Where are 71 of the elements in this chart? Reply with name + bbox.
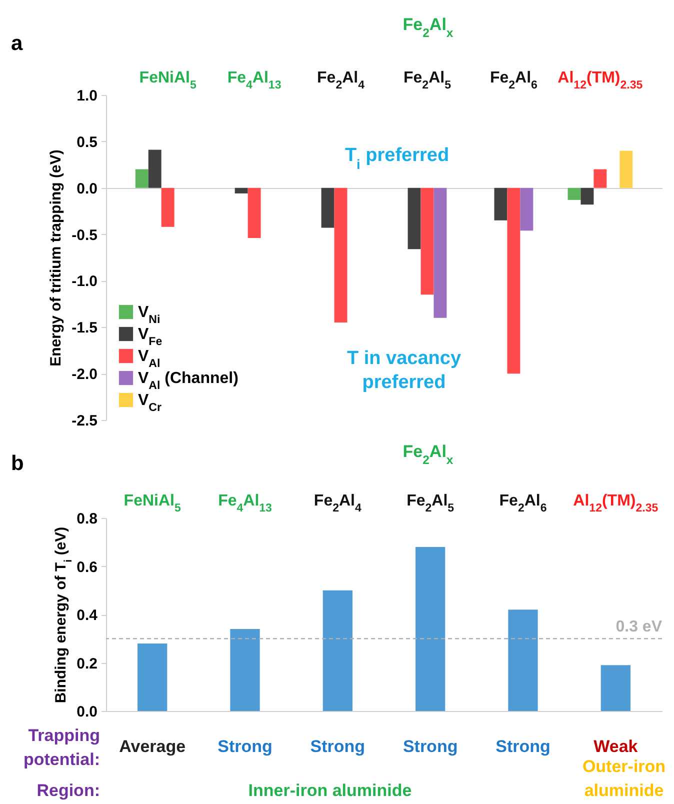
y-tick-label: -0.5 (72, 226, 98, 244)
text: Inner-iron aluminide (248, 781, 412, 800)
x-tick-label: Fe$_{2}$Al$_{6}$ (499, 492, 547, 514)
bar (568, 188, 581, 200)
text: Strong (310, 737, 366, 756)
bar (148, 150, 162, 188)
y-tick-label: 0.4 (76, 607, 98, 624)
legend-label: V$_{Cr}$ (138, 392, 162, 414)
bar (434, 188, 447, 318)
bar (234, 188, 248, 194)
category-label: Fe$_{2}$Al$_{6}$ (490, 70, 538, 92)
y-tick-label: -1.5 (72, 320, 98, 337)
bar (322, 590, 352, 711)
legend-label: V$_{Al}$ (138, 348, 160, 370)
y-tick-label: -1.0 (72, 273, 98, 290)
x-tick-label: Al$_{12}$(TM)$_{2.35}$ (573, 492, 659, 514)
bar (135, 169, 148, 188)
y-tick-label: 0.0 (76, 704, 98, 720)
x-tick-label: Fe$_{2}$Al$_{4}$ (314, 492, 362, 514)
text: Fe$_{2}$Al$_{x}$ (402, 442, 454, 467)
text: Fe$_{2}$Al$_{x}$ (402, 15, 454, 40)
text: Weak (594, 737, 638, 756)
bar (594, 169, 607, 188)
category-label: Fe$_{2}$Al$_{5}$ (403, 70, 451, 92)
bar (321, 188, 334, 228)
bar (230, 628, 260, 711)
legend-label: V$_{Al}$ (Channel) (138, 370, 238, 392)
category-label: Fe$_{2}$Al$_{4}$ (317, 70, 365, 92)
legend-label: V$_{Ni}$ (138, 304, 160, 326)
text: Strong (496, 737, 550, 756)
bar (600, 665, 630, 711)
category-label: Fe$_{4}$Al$_{13}$ (227, 70, 282, 92)
x-tick-label: Fe$_{2}$Al$_{5}$ (406, 492, 455, 514)
x-tick-label: Fe$_{4}$Al$_{13}$ (218, 492, 272, 514)
bar (248, 188, 261, 238)
y-tick-label: 0.2 (76, 655, 98, 672)
legend-label: V$_{Fe}$ (138, 326, 163, 348)
y-tick-label: 0.5 (76, 134, 98, 151)
text: Strong (218, 737, 272, 756)
text: Trapping potential: (24, 726, 100, 769)
bar (507, 188, 520, 374)
bar (620, 150, 633, 188)
bar (508, 610, 538, 711)
bar (420, 188, 434, 295)
text: Strong (402, 737, 458, 756)
text: Region: (36, 781, 100, 800)
x-tick-label: FeNiAl$_{5}$ (124, 492, 182, 514)
ref-line-label: 0.3 eV (616, 618, 662, 636)
y-tick-label: 0.8 (76, 510, 98, 528)
bar (416, 546, 446, 711)
bar (580, 188, 594, 205)
y-tick-label: 0.0 (76, 180, 98, 198)
bar (334, 188, 348, 322)
annotation: T$_{i}$ preferred (344, 145, 450, 172)
bar (138, 643, 168, 711)
category-label: Al$_{12}$(TM)$_{2.35}$ (558, 70, 643, 92)
chart-title: a (11, 32, 23, 55)
text: Outer-iron aluminide (582, 757, 666, 800)
bar (161, 188, 174, 227)
category-label: FeNiAl$_{5}$ (139, 70, 196, 92)
y-tick-label: 0.6 (76, 558, 98, 576)
bar (408, 188, 421, 250)
bar (520, 188, 534, 231)
y-tick-label: 1.0 (76, 88, 98, 104)
y-tick-label: -2.0 (72, 366, 98, 384)
text: Average (119, 737, 186, 756)
chart-title: b (11, 452, 24, 475)
y-tick-label: -2.5 (72, 412, 98, 430)
y-axis-title: Energy of tritium trapping (eV) (48, 150, 65, 366)
bar (494, 188, 508, 220)
annotation: T in vacancy preferred (346, 348, 462, 393)
